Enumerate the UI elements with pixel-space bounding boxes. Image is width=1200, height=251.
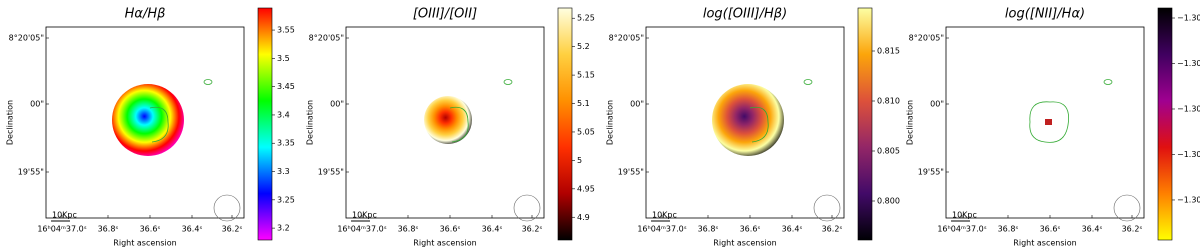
x-tick-label: 36.4ˢ — [482, 225, 503, 234]
panel: log([OIII]/Hβ) 10Kpc 16ʰ04ᵐ37.0ˢ 36.8ˢ 36.6ˢ… — [606, 7, 900, 248]
x-tick-label: 36.8ˢ — [98, 225, 119, 234]
colorbar-tick-label: −1.303 — [1177, 59, 1200, 68]
colorbar-tick-label: −1.305 — [1177, 150, 1200, 159]
colorbar-tick-label: 5 — [577, 156, 582, 165]
y-tick-label: 8°20'05" — [909, 34, 944, 43]
x-axis-label: Right ascension — [413, 239, 476, 248]
x-tick-label: 36.2ˢ — [522, 225, 543, 234]
y-tick-label: 00" — [330, 100, 344, 109]
y-tick-label: 00" — [630, 100, 644, 109]
colorbar-tick-label: 3.2 — [277, 224, 290, 233]
colorbar-tick-label: 0.800 — [877, 197, 900, 206]
x-axis-label: Right ascension — [713, 239, 776, 248]
map-blob — [112, 84, 184, 156]
x-tick-label: 36.2ˢ — [1122, 225, 1143, 234]
beam — [813, 194, 841, 222]
colorbar-tick-label: 5.15 — [577, 71, 595, 80]
y-tick-label: 00" — [930, 100, 944, 109]
x-tick-label: 36.8ˢ — [698, 225, 719, 234]
beam — [213, 194, 241, 222]
y-axis-label: Declination — [306, 100, 315, 145]
x-tick-label: 36.6ˢ — [740, 225, 761, 234]
y-tick-label: 00" — [30, 100, 44, 109]
colorbar-tick-label: 3.3 — [277, 167, 290, 176]
x-tick-label: 36.2ˢ — [222, 225, 243, 234]
contour — [149, 106, 169, 143]
y-axis-label: Declination — [6, 100, 15, 145]
contour — [1103, 79, 1113, 85]
beam — [513, 194, 541, 222]
x-tick-label: 36.8ˢ — [998, 225, 1019, 234]
x-axis-label: Right ascension — [113, 239, 176, 248]
colorbar — [1157, 7, 1173, 241]
x-tick-label: 36.8ˢ — [398, 225, 419, 234]
colorbar-tick-label: 3.35 — [277, 139, 295, 148]
x-tick-label: 36.4ˢ — [182, 225, 203, 234]
x-tick-label: 16ʰ04ᵐ37.0ˢ — [37, 225, 86, 234]
beam — [1113, 194, 1141, 222]
map-blob — [712, 84, 784, 156]
colorbar-tick-label: −1.302 — [1177, 14, 1200, 23]
x-tick-label: 36.4ˢ — [1082, 225, 1103, 234]
y-tick-label: 19'55" — [18, 168, 44, 177]
panel-title: log([OIII]/Hβ) — [703, 7, 787, 22]
y-tick-label: 8°20'05" — [9, 34, 44, 43]
map-pixels — [1045, 119, 1052, 125]
colorbar — [257, 7, 273, 241]
x-tick-label: 16ʰ04ᵐ37.0ˢ — [337, 225, 386, 234]
colorbar-tick-label: 4.95 — [577, 184, 595, 193]
contour — [203, 79, 213, 85]
colorbar — [857, 7, 873, 241]
contour — [503, 79, 513, 85]
x-tick-label: 36.6ˢ — [440, 225, 461, 234]
colorbar-tick-label: 3.25 — [277, 195, 295, 204]
panel: Hα/Hβ 10Kpc 16ʰ04ᵐ37.0ˢ 36.8ˢ 36.6ˢ 36.4ˢ 36.2… — [6, 7, 295, 248]
panel-title: log([NII]/Hα) — [1005, 7, 1085, 22]
y-tick-label: 8°20'05" — [309, 34, 344, 43]
scale-bar-label: 10Kpc — [52, 211, 77, 220]
colorbar-tick-label: 3.4 — [277, 110, 290, 119]
contour — [1029, 101, 1069, 143]
colorbar-tick-label: 5.05 — [577, 127, 595, 136]
y-tick-label: 19'55" — [318, 168, 344, 177]
colorbar-tick-label: −1.306 — [1177, 195, 1200, 204]
x-tick-label: 16ʰ04ᵐ37.0ˢ — [937, 225, 986, 234]
x-tick-label: 36.6ˢ — [1040, 225, 1061, 234]
contour — [803, 79, 813, 85]
colorbar-tick-label: 4.9 — [577, 213, 590, 222]
x-tick-label: 36.4ˢ — [782, 225, 803, 234]
colorbar-tick-label: 3.45 — [277, 82, 295, 91]
panel: log([NII]/Hα) 10Kpc 16ʰ04ᵐ37.0ˢ 36.8ˢ 36.6ˢ 3… — [906, 7, 1200, 248]
x-tick-label: 36.2ˢ — [822, 225, 843, 234]
panel-title: [OIII]/[OII] — [413, 7, 477, 22]
panel-title: Hα/Hβ — [125, 7, 166, 22]
colorbar-tick-label: 0.810 — [877, 97, 900, 106]
y-tick-label: 8°20'05" — [609, 34, 644, 43]
contour — [449, 106, 469, 143]
colorbar-tick-label: 0.815 — [877, 47, 900, 56]
y-axis-label: Declination — [606, 100, 615, 145]
colorbar-tick-label: 5.1 — [577, 99, 590, 108]
y-tick-label: 19'55" — [618, 168, 644, 177]
panel: [OIII]/[OII] 10Kpc 16ʰ04ᵐ37.0ˢ 36.8ˢ 36.6ˢ 36… — [306, 7, 595, 248]
colorbar — [557, 7, 573, 241]
colorbar-tick-label: 0.805 — [877, 147, 900, 156]
colorbar-tick-label: 5.25 — [577, 14, 595, 23]
scale-bar-label: 10Kpc — [652, 211, 677, 220]
contour — [749, 106, 769, 143]
colorbar-tick-label: 5.2 — [577, 42, 590, 51]
x-tick-label: 16ʰ04ᵐ37.0ˢ — [637, 225, 686, 234]
y-axis-label: Declination — [906, 100, 915, 145]
colorbar-tick-label: 3.55 — [277, 26, 295, 35]
scale-bar-label: 10Kpc — [352, 211, 377, 220]
colorbar-tick-label: 3.5 — [277, 54, 290, 63]
colorbar-tick-label: −1.304 — [1177, 104, 1200, 113]
x-tick-label: 36.6ˢ — [140, 225, 161, 234]
scale-bar-label: 10Kpc — [952, 211, 977, 220]
y-tick-label: 19'55" — [918, 168, 944, 177]
x-axis-label: Right ascension — [1013, 239, 1076, 248]
